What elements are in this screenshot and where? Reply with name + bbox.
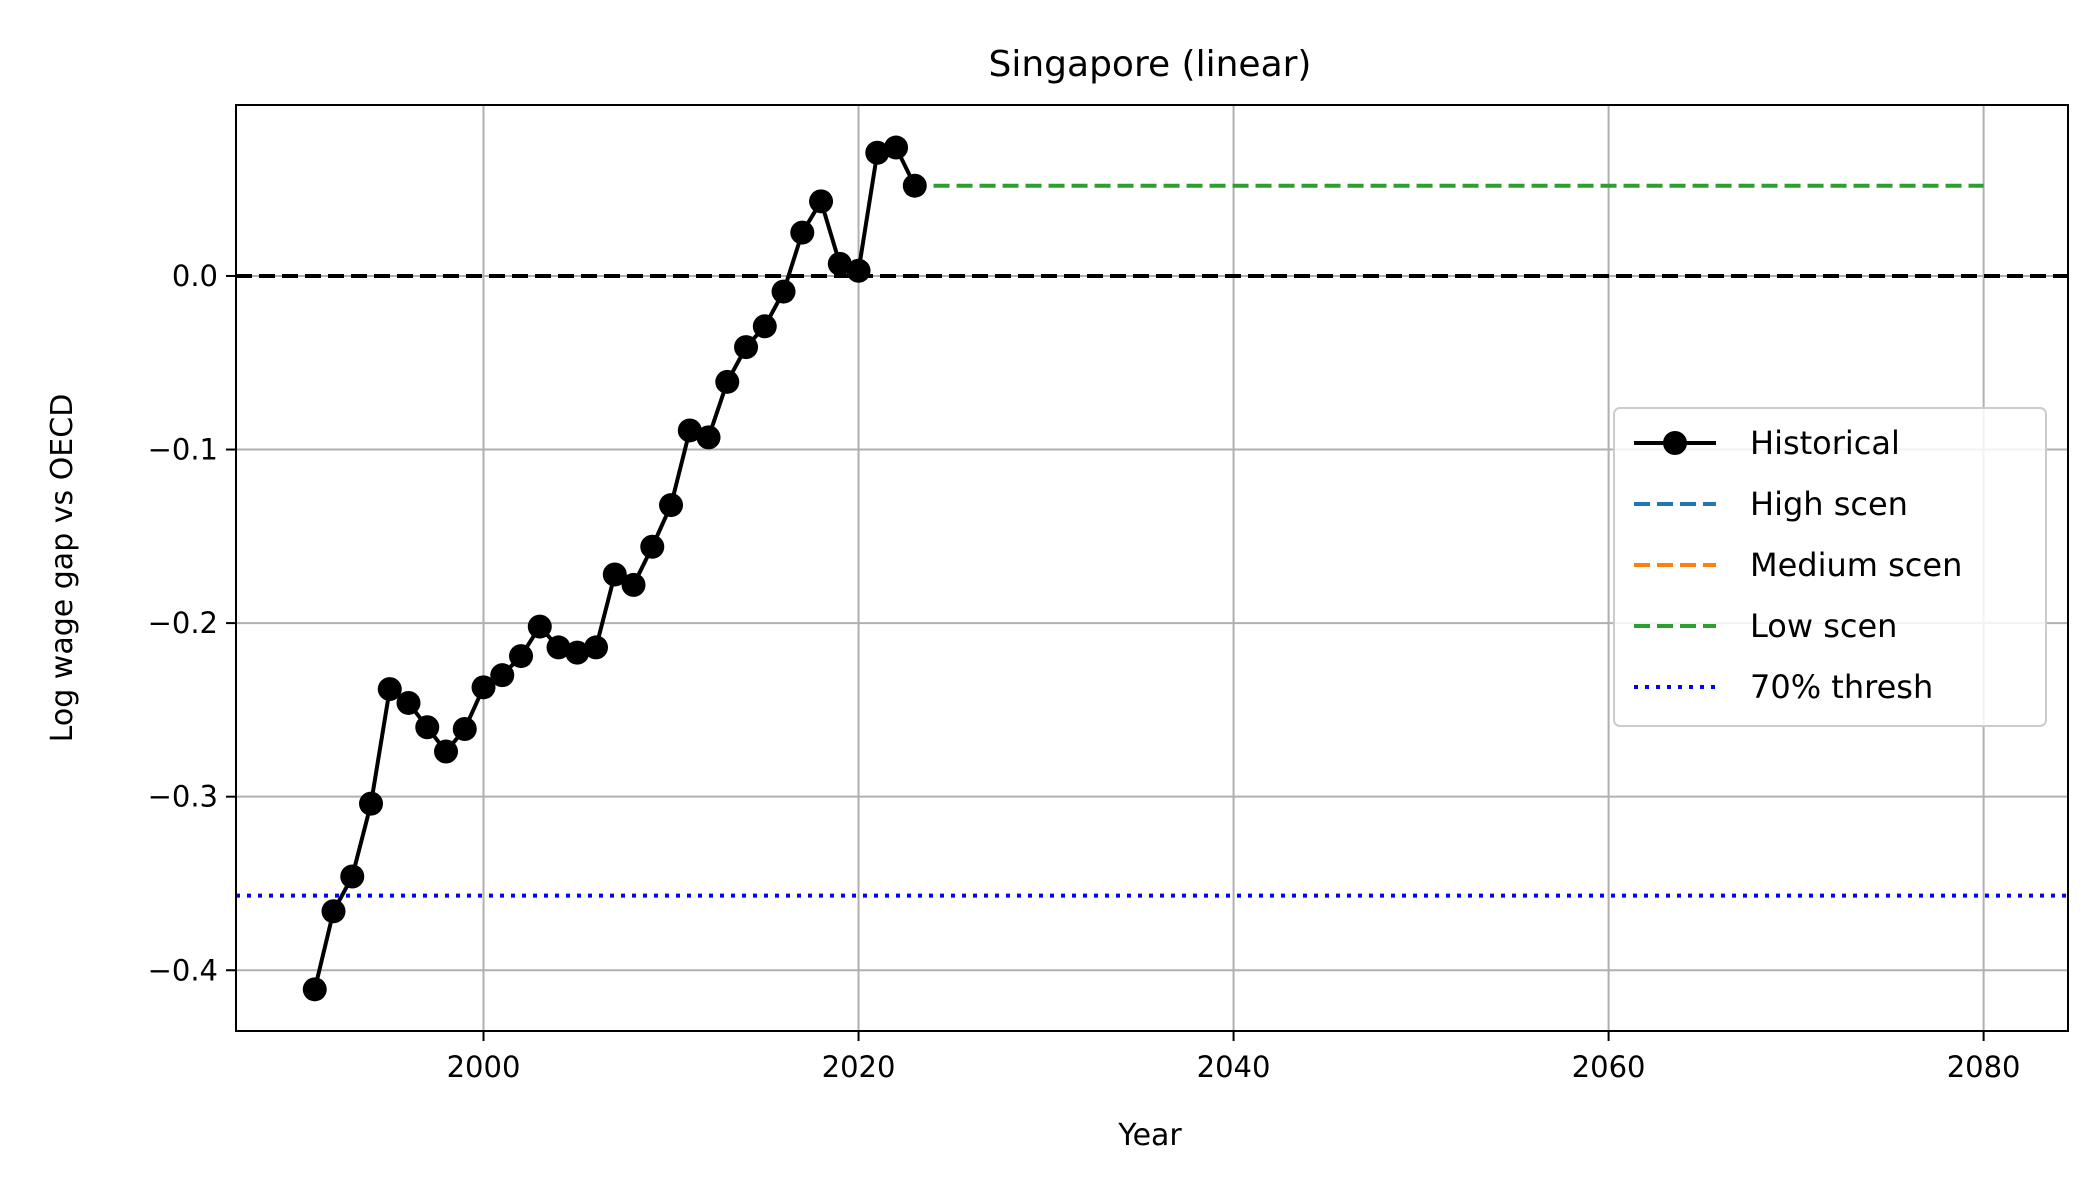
historical-point [677, 418, 702, 443]
x-tick-label: 2080 [1947, 1050, 2021, 1084]
historical-point [846, 258, 871, 283]
historical-point [752, 314, 777, 339]
historical-point [865, 140, 890, 165]
historical-point [321, 899, 346, 924]
historical-point [509, 644, 534, 669]
historical-point [602, 562, 627, 587]
historical-point [471, 675, 496, 700]
historical-point [359, 791, 384, 816]
y-tick-label: −0.1 [148, 433, 218, 467]
legend-label: Medium scen [1750, 546, 1962, 584]
historical-point [490, 663, 515, 688]
historical-point [584, 635, 609, 660]
x-tick-label: 2000 [447, 1050, 521, 1084]
historical-point [715, 369, 740, 394]
historical-point [527, 614, 552, 639]
historical-point [696, 425, 721, 450]
legend-label: Historical [1750, 424, 1900, 462]
historical-point [659, 493, 684, 518]
y-tick-label: −0.2 [148, 606, 218, 640]
historical-point [452, 716, 477, 741]
x-tick-label: 2020 [822, 1050, 896, 1084]
historical-point [415, 715, 440, 740]
historical-point [396, 690, 421, 715]
y-tick-label: 0.0 [172, 259, 218, 293]
historical-point [377, 677, 402, 702]
axis-ticks: 2000 2020 2040 2060 2080 −0.4 −0.3 −0.2 −0.1 0.0 [148, 259, 2021, 1084]
legend-box [1613, 407, 2047, 727]
legend-label: 70% thresh [1750, 668, 1933, 706]
historical-point [734, 335, 759, 360]
x-axis-title: Year [1117, 1118, 1182, 1153]
historical-point [621, 572, 646, 597]
historical-point [902, 173, 927, 198]
historical-point [434, 739, 459, 764]
data-points [302, 135, 927, 1002]
x-tick-label: 2040 [1197, 1050, 1271, 1084]
legend: Historical High scen Medium scen Low scen 70… [1613, 407, 2047, 727]
y-tick-label: −0.4 [148, 953, 218, 987]
historical-point [790, 220, 815, 245]
legend-marker [1663, 431, 1687, 455]
historical-point [640, 534, 665, 559]
chart-title: Singapore (linear) [989, 44, 1312, 85]
historical-point [340, 864, 365, 889]
historical-point [546, 635, 571, 660]
historical-point [884, 135, 909, 160]
legend-label: High scen [1750, 485, 1908, 523]
y-axis-title: Log wage gap vs OECD [45, 394, 80, 743]
historical-point [565, 640, 590, 665]
historical-point [771, 279, 796, 304]
historical-point [809, 189, 834, 214]
historical-point [827, 251, 852, 276]
y-tick-label: −0.3 [148, 780, 218, 814]
x-tick-label: 2060 [1572, 1050, 1646, 1084]
legend-label: Low scen [1750, 607, 1897, 645]
plot-frame [235, 104, 2069, 1032]
historical-point [302, 977, 327, 1002]
